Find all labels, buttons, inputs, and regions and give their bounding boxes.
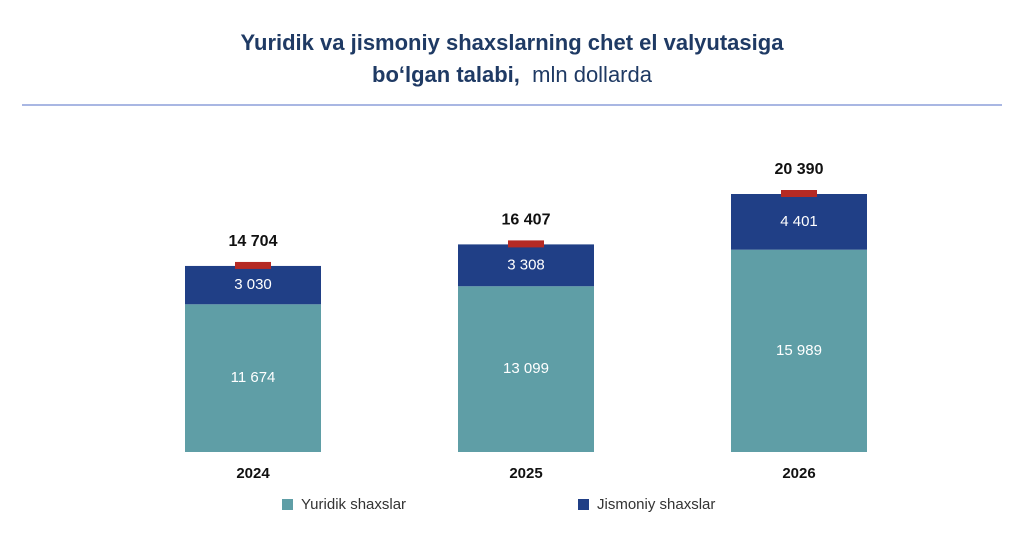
total-label-2026: 20 390 bbox=[775, 161, 824, 178]
total-marker-2025 bbox=[508, 240, 544, 248]
legend-item-legal: Yuridik shaxslar bbox=[282, 496, 406, 513]
data-label-individual-2025: 3 308 bbox=[507, 256, 545, 273]
bar-individual-2025 bbox=[458, 244, 594, 287]
legend-label-legal: Yuridik shaxslar bbox=[301, 496, 407, 513]
x-tick-label-2025: 2025 bbox=[509, 465, 542, 482]
data-label-legal-2024: 11 674 bbox=[231, 369, 276, 386]
legend-label-individual: Jismoniy shaxslar bbox=[597, 496, 716, 513]
x-tick-label-2026: 2026 bbox=[782, 465, 815, 482]
bar-legal-2025 bbox=[458, 286, 594, 452]
stacked-bar-chart: 11 674 3 030 14 704 2024 13 099 3 308 16 407 20… bbox=[185, 161, 867, 482]
bar-legal-2026 bbox=[731, 249, 867, 452]
data-label-legal-2026: 15 989 bbox=[776, 342, 822, 359]
total-marker-2026 bbox=[781, 190, 817, 197]
total-label-2024: 14 704 bbox=[229, 233, 278, 250]
chart-legend: Yuridik shaxslar Jismoniy shaxslar bbox=[0, 496, 1024, 520]
data-label-legal-2025: 13 099 bbox=[503, 360, 549, 377]
legend-swatch-legal bbox=[282, 499, 293, 510]
data-label-individual-2026: 4 401 bbox=[780, 213, 818, 230]
bar-individual-2024 bbox=[185, 265, 321, 305]
legend-swatch-individual bbox=[578, 499, 589, 510]
chart-title-line1: Yuridik va jismoniy shaxslarning chet el… bbox=[240, 30, 784, 55]
chart-title-unit: mln dollarda bbox=[532, 62, 652, 87]
bar-legal-2024 bbox=[185, 304, 321, 452]
chart-title-line2: bo‘lgan talabi, mln dollarda bbox=[0, 60, 1024, 90]
total-label-2025: 16 407 bbox=[502, 212, 551, 229]
data-label-individual-2024: 3 030 bbox=[234, 276, 272, 293]
bar-individual-2026 bbox=[731, 194, 867, 250]
chart-title-bold: bo‘lgan talabi, bbox=[372, 62, 520, 87]
legend-item-individual: Jismoniy shaxslar bbox=[578, 496, 715, 513]
x-tick-label-2024: 2024 bbox=[236, 465, 270, 482]
total-marker-2024 bbox=[235, 261, 271, 269]
title-divider bbox=[22, 104, 1002, 106]
